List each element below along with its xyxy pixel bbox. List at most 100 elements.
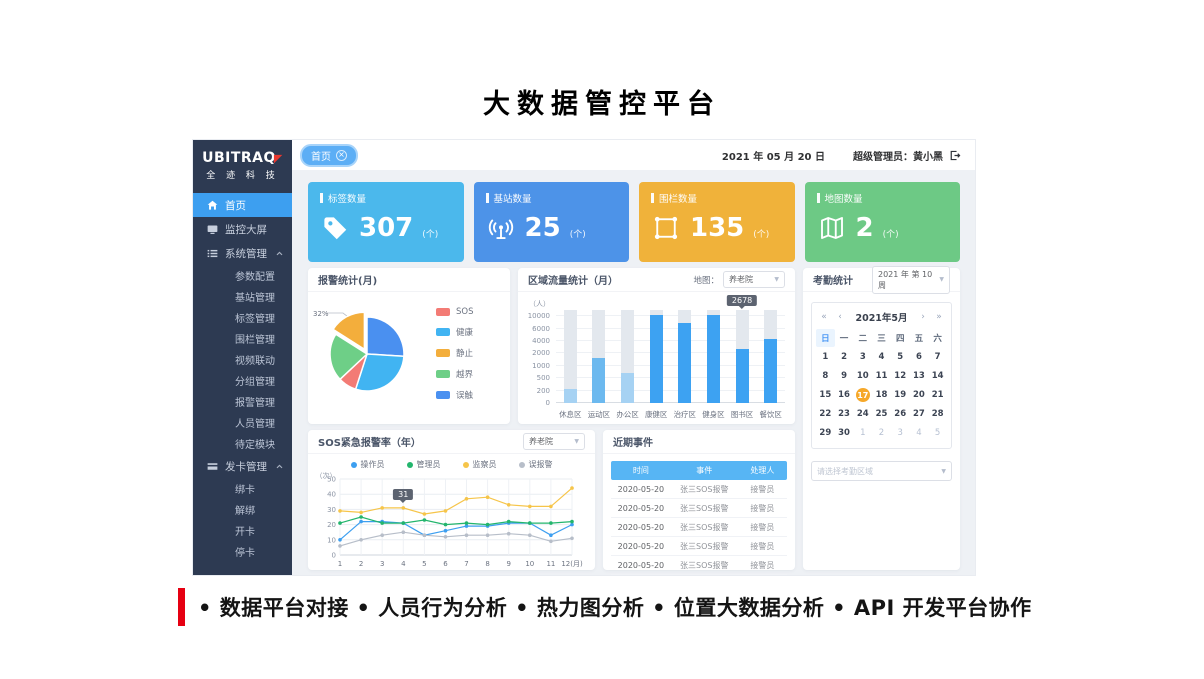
calendar-day-2[interactable]: 2 [841, 352, 848, 362]
calendar-day-10[interactable]: 10 [856, 371, 869, 381]
bar-value [764, 338, 778, 403]
sidebar-item-open-card[interactable]: 开卡 [193, 520, 292, 541]
sidebar-item-unbind-card[interactable]: 解绑 [193, 499, 292, 520]
calendar-day-24[interactable]: 24 [856, 409, 869, 419]
calendar-day-7[interactable]: 7 [934, 352, 941, 362]
calendar-day-29[interactable]: 29 [819, 428, 832, 438]
calendar-day-18[interactable]: 18 [875, 390, 888, 400]
calendar-day-14[interactable]: 14 [931, 371, 944, 381]
calendar-day-5[interactable]: 5 [934, 428, 941, 438]
sos-line-legend: 操作员 管理员 监察员 误报警 [308, 459, 595, 470]
tag-icon [320, 213, 350, 243]
week-select[interactable]: 2021 年 第 10 周 ▼ [872, 265, 950, 294]
sidebar-item-monitor-screen[interactable]: 监控大屏 [193, 217, 292, 241]
sidebar-item-fence-mgmt[interactable]: 围栏管理 [193, 328, 292, 349]
sidebar-item-personnel-mgmt[interactable]: 人员管理 [193, 412, 292, 433]
line-legend-item-管理员[interactable]: 管理员 [406, 459, 441, 470]
sidebar-item-tag-mgmt[interactable]: 标签管理 [193, 307, 292, 328]
gridline [556, 377, 785, 379]
stat-card-value: 25 [524, 213, 561, 243]
bar-y-tick: 200 [536, 386, 550, 395]
sidebar-item-home[interactable]: 首页 [193, 193, 292, 217]
recent-events-table: 时间 事件 处理人 2020-05-20 张三SOS报警 接警员 2020-05-20 张三S… [611, 461, 787, 575]
calendar-day-12[interactable]: 12 [894, 371, 907, 381]
line-legend-item-监察员[interactable]: 监察员 [462, 459, 497, 470]
sidebar-item-param-config[interactable]: 参数配置 [193, 265, 292, 286]
pie-legend-item-健康[interactable]: 健康 [436, 326, 473, 338]
calendar-day-27[interactable]: 27 [913, 409, 925, 419]
next-month-button[interactable]: › [921, 312, 925, 322]
calendar-day-3[interactable]: 3 [897, 428, 903, 438]
pie-legend-item-误触[interactable]: 误触 [436, 389, 473, 401]
bar-x-label: 餐饮区 [759, 410, 782, 419]
sidebar-item-label: 标签管理 [235, 314, 275, 325]
calendar-day-21[interactable]: 21 [931, 390, 944, 400]
fence-icon [651, 213, 681, 243]
calendar: « ‹ 2021年5月 › » 日一二三四五六 1 2 3 4 5 6 7 8 9 10 11 12 13… [811, 302, 952, 449]
calendar-day-15[interactable]: 15 [819, 390, 832, 400]
calendar-day-1[interactable]: 1 [860, 428, 866, 438]
line-legend-item-操作员[interactable]: 操作员 [350, 459, 385, 470]
attendance-region-select[interactable]: 请选择考勤区域 ▼ [811, 461, 952, 481]
bar-value [621, 373, 635, 403]
calendar-day-26[interactable]: 26 [894, 409, 907, 419]
calendar-day-19[interactable]: 19 [894, 390, 907, 400]
pie-legend-item-越界[interactable]: 越界 [436, 368, 473, 380]
calendar-day-28[interactable]: 28 [931, 409, 944, 419]
bar-y-axis: （人） 0 200 500 1000 2000 4000 6000 10000 [522, 300, 552, 407]
calendar-day-4[interactable]: 4 [916, 428, 922, 438]
calendar-day-23[interactable]: 23 [838, 409, 850, 419]
calendar-day-25[interactable]: 25 [875, 409, 888, 419]
calendar-day-11[interactable]: 11 [875, 371, 888, 381]
pie-slice-健康 [354, 353, 405, 392]
calendar-day-17[interactable]: 17 [853, 386, 872, 404]
calendar-day-13[interactable]: 13 [913, 371, 925, 381]
tab-close-icon[interactable]: × [336, 149, 347, 161]
alarm-stats-title: 报警统计(月) [308, 268, 510, 292]
calendar-day-22[interactable]: 22 [819, 409, 832, 419]
sidebar-item-video-linkage[interactable]: 视频联动 [193, 349, 292, 370]
calendar-day-6[interactable]: 6 [915, 352, 922, 362]
legend-dot [518, 461, 525, 468]
pie-legend-item-静止[interactable]: 静止 [436, 347, 473, 359]
sidebar-item-alarm-mgmt[interactable]: 报警管理 [193, 391, 292, 412]
bar-y-tick: 1000 [532, 361, 550, 370]
calendar-day-5[interactable]: 5 [897, 352, 904, 362]
calendar-day-2[interactable]: 2 [878, 428, 885, 438]
legend-label: 操作员 [360, 460, 385, 469]
sidebar-item-system-mgmt[interactable]: 系统管理 [193, 241, 292, 265]
sidebar-item-label: 待定模块 [235, 440, 275, 451]
calendar-day-16[interactable]: 16 [838, 390, 850, 400]
calendar-day-8[interactable]: 8 [822, 371, 829, 381]
sidebar-item-stop-card[interactable]: 停卡 [193, 541, 292, 562]
prev-month-button[interactable]: ‹ [838, 312, 842, 322]
stat-card-unit: (个) [422, 230, 439, 240]
svg-text:12(月): 12(月) [561, 560, 583, 568]
tab-home[interactable]: 首页 × [300, 143, 358, 167]
calendar-day-3[interactable]: 3 [859, 352, 866, 362]
line-legend-item-误报警[interactable]: 误报警 [518, 459, 553, 470]
sos-map-select[interactable]: 养老院 ▼ [523, 433, 585, 450]
calendar-day-9[interactable]: 9 [841, 371, 848, 381]
sidebar-item-card-issue-mgmt[interactable]: 发卡管理 [193, 454, 292, 478]
calendar-dayheader-五: 五 [914, 334, 924, 344]
sidebar-item-pending-module[interactable]: 待定模块 [193, 433, 292, 454]
calendar-day-4[interactable]: 4 [878, 352, 885, 362]
sidebar-item-label: 监控大屏 [225, 223, 267, 236]
next-year-button[interactable]: » [936, 312, 942, 322]
prev-year-button[interactable]: « [821, 312, 827, 322]
calendar-day-1[interactable]: 1 [822, 352, 829, 362]
sidebar-item-bind-card[interactable]: 绑卡 [193, 478, 292, 499]
attendance-title: 考勤统计 [813, 276, 853, 287]
bar-value [735, 349, 749, 403]
table-cell: 2020-05-20 [617, 541, 665, 551]
sidebar-item-base-station-mgmt[interactable]: 基站管理 [193, 286, 292, 307]
sidebar-item-group-mgmt[interactable]: 分组管理 [193, 370, 292, 391]
logout-icon[interactable] [948, 149, 961, 162]
bar-value [706, 314, 720, 403]
calendar-day-30[interactable]: 30 [838, 428, 850, 438]
calendar-dayheader-三: 三 [877, 334, 886, 344]
calendar-day-20[interactable]: 20 [913, 390, 925, 400]
map-select[interactable]: 养老院 ▼ [723, 271, 785, 288]
pie-legend-item-SOS[interactable]: SOS [436, 307, 473, 317]
